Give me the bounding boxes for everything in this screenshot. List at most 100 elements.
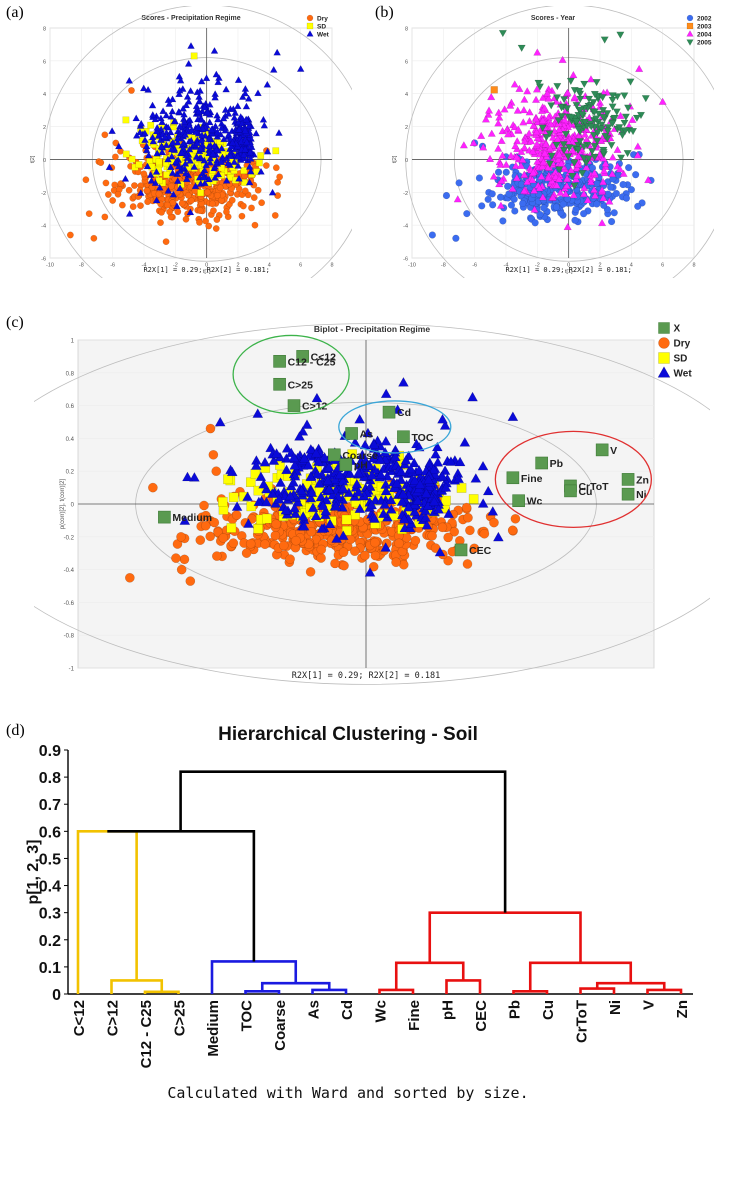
point-sd <box>155 158 163 166</box>
point-wet <box>245 178 254 186</box>
point-2005 <box>553 94 562 102</box>
point-wet <box>179 515 191 525</box>
point-2004 <box>531 95 541 103</box>
point-wet <box>183 92 192 100</box>
point-2005 <box>578 170 587 178</box>
x-tick-label: 2 <box>236 263 239 269</box>
x-tick-label: 0 <box>567 263 570 269</box>
point-wet <box>176 184 184 192</box>
point-wet <box>432 456 444 467</box>
point-dry <box>239 202 247 210</box>
point-dry <box>339 560 349 571</box>
point-2002 <box>552 203 561 211</box>
dendrogram-link <box>579 987 616 994</box>
variable-label: pH <box>354 460 368 472</box>
point-wet <box>199 173 208 181</box>
point-dry <box>211 466 222 476</box>
point-2005 <box>576 95 585 104</box>
variable-label: Zn <box>636 474 649 486</box>
point-2005 <box>555 166 564 174</box>
variable-label: CEC <box>469 545 492 557</box>
point-2004 <box>540 149 549 157</box>
dendrogram-link <box>107 830 256 962</box>
point-wet <box>434 546 446 557</box>
point-wet <box>459 436 471 447</box>
x-tick-label: 6 <box>661 263 664 269</box>
point-wet <box>246 167 255 175</box>
y-tick-label: 2 <box>43 125 46 131</box>
point-2004 <box>582 163 591 171</box>
point-2005 <box>589 132 598 140</box>
point-wet <box>414 478 426 489</box>
point-wet <box>242 115 251 123</box>
point-2004 <box>574 152 583 160</box>
point-2005 <box>628 128 638 136</box>
point-dry <box>128 87 135 94</box>
point-dry <box>238 212 246 220</box>
point-dry <box>82 176 90 184</box>
dendrogram-link <box>179 770 507 913</box>
point-2005 <box>613 93 622 101</box>
point-wet <box>180 110 188 118</box>
point-wet <box>190 163 199 170</box>
point-wet <box>259 115 268 123</box>
point-sd <box>257 152 265 159</box>
point-dry <box>85 210 93 218</box>
y-tick-label: 0.2 <box>66 470 75 476</box>
y-tick-label: 0.4 <box>39 879 61 896</box>
point-2005 <box>590 90 599 99</box>
point-wet <box>398 513 410 524</box>
y-tick-label: -1 <box>69 667 75 673</box>
point-wet <box>205 175 213 183</box>
point-2005 <box>621 127 630 135</box>
point-wet <box>398 376 409 387</box>
point-sd <box>441 495 451 506</box>
point-dry <box>489 517 499 528</box>
point-wet <box>453 473 465 483</box>
point-wet <box>250 460 262 470</box>
point-wet <box>167 145 176 153</box>
point-2004 <box>510 123 519 131</box>
variable-marker <box>287 399 301 412</box>
point-dry <box>66 231 74 239</box>
point-2004 <box>548 133 558 141</box>
point-2004 <box>487 92 496 101</box>
point-wet <box>385 504 397 514</box>
point-dry <box>291 535 301 546</box>
point-2005 <box>610 114 619 123</box>
method-footer: Calculated with Ward and sorted by size. <box>167 1084 528 1102</box>
point-wet <box>214 78 223 86</box>
point-wet <box>184 59 193 67</box>
point-wet <box>412 495 424 505</box>
point-2005 <box>618 131 627 140</box>
leaf-label: CEC <box>473 1000 490 1032</box>
point-wet <box>353 487 364 497</box>
point-wet <box>224 130 233 138</box>
variable-label: Cu <box>578 486 592 498</box>
leaf-label: Cd <box>339 1000 356 1020</box>
legend-marker-2002 <box>686 14 694 22</box>
y-tick-label: 8 <box>405 27 408 33</box>
point-wet <box>214 416 226 427</box>
legend-label-2004: 2004 <box>697 31 712 38</box>
point-2002 <box>489 201 497 209</box>
point-2002 <box>502 168 510 176</box>
point-wet <box>317 500 329 511</box>
point-dry <box>148 184 156 191</box>
point-wet <box>151 179 160 186</box>
point-dry <box>330 558 340 569</box>
data-points <box>125 376 521 586</box>
y-tick-label: 0.9 <box>39 743 61 760</box>
point-wet <box>368 439 380 449</box>
y-tick-label: 0.3 <box>39 906 61 923</box>
point-2005 <box>575 138 584 146</box>
point-2004 <box>560 116 569 124</box>
y-tick-label: -2 <box>41 191 46 197</box>
point-2004 <box>496 201 506 209</box>
point-wet <box>244 94 253 102</box>
point-2004 <box>532 85 542 93</box>
point-2004 <box>516 161 526 169</box>
y-axis-label: p(corr)[2], t(corr)[2] <box>60 479 66 530</box>
point-sd <box>246 501 257 512</box>
point-2005 <box>623 150 632 158</box>
